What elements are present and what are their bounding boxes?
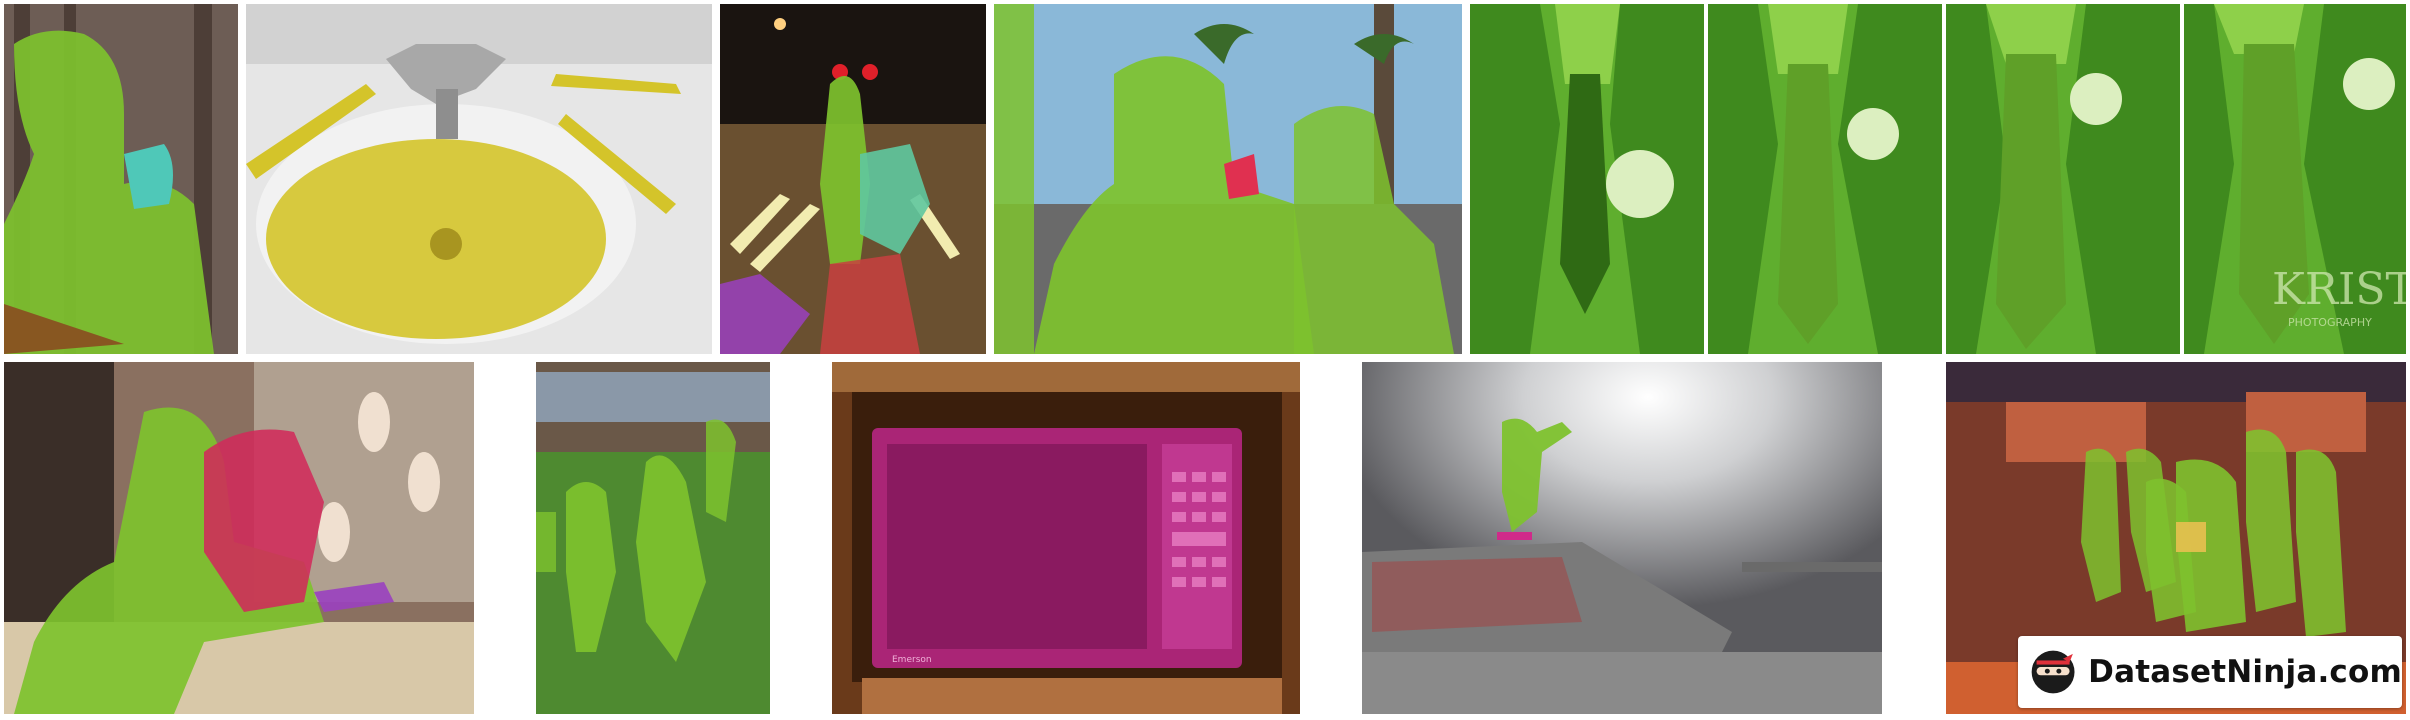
tile-skateboarder — [1362, 362, 1882, 714]
ninja-logo-icon — [2031, 650, 2075, 694]
tile-bathroom-sink — [246, 4, 712, 354]
krista-watermark-text: KRISTA — [2272, 264, 2406, 315]
watermark-brand-text: DatasetNinja.com — [2088, 654, 2402, 690]
tile-suit-tie-3 — [1946, 4, 2180, 354]
tile-night-street — [720, 4, 986, 354]
tile-suit-tie-2 — [1708, 4, 1942, 354]
datasetninja-badge: DatasetNinja.com — [2018, 636, 2402, 708]
tile-suit-tie-1 — [1470, 4, 1704, 354]
tile-women-eating-outdoors — [994, 4, 1462, 354]
microwave-brand-label: Emerson — [892, 655, 932, 665]
tile-microwave: Emerson — [832, 362, 1300, 714]
tile-suit-tie-4: KRISTA PHOTOGRAPHY — [2184, 4, 2406, 354]
tile-woman-eating — [4, 4, 238, 354]
tile-girl-with-dog — [4, 362, 474, 714]
tile-soccer-field — [536, 362, 770, 714]
photography-watermark-text: PHOTOGRAPHY — [2288, 316, 2372, 329]
